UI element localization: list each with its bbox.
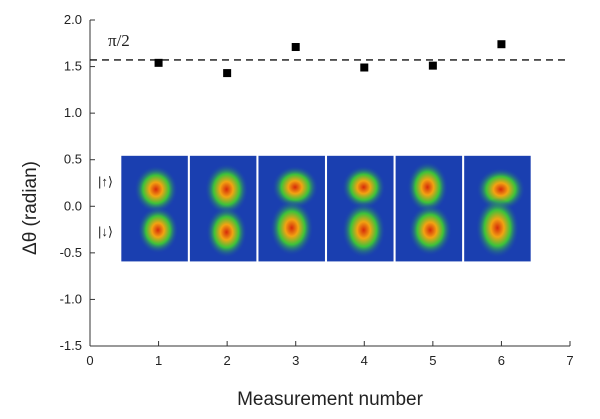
data-points [154,40,506,78]
data-point [428,61,437,70]
x-tick-label: 3 [292,353,299,368]
data-point [497,40,506,49]
inset-panel [119,154,190,263]
x-axis-title: Measurement number [237,389,424,410]
x-tick-label: 5 [429,353,436,368]
spin-up-label: |↑⟩ [98,174,113,189]
x-tick-label: 1 [155,353,162,368]
y-tick-label: 0.5 [64,152,82,167]
x-tick-label: 4 [361,353,368,368]
spin-down-label: |↓⟩ [98,224,113,239]
inset-panels [119,154,533,263]
y-tick-label: -1.0 [60,291,82,306]
x-tick-label: 0 [86,353,93,368]
data-point [154,58,163,67]
y-tick-label: 1.0 [64,105,82,120]
x-tick-label: 7 [566,353,573,368]
y-axis-title: Δθ (radian) [20,161,41,255]
data-point [291,43,300,52]
x-tick-label: 6 [498,353,505,368]
inset-panel [325,154,396,263]
y-tick-label: -0.5 [60,245,82,260]
y-tick-label: 0.0 [64,198,82,213]
inset-panel [256,154,327,263]
data-point [360,63,369,72]
data-point [223,69,232,78]
y-tick-label: -1.5 [60,338,82,353]
inset-panel [188,154,258,263]
x-tick-label: 2 [224,353,231,368]
reference-line-label: π/2 [108,31,130,50]
plot-axes: 2.0 1.5 1.0 0.5 0.0 -0.5 -1.0 -1.5 0 1 2 3 4 5 6 7 [60,12,574,368]
y-tick-label: 2.0 [64,12,82,27]
inset-panel [394,154,464,263]
inset-panel [462,154,533,263]
y-tick-label: 1.5 [64,59,82,74]
axis-labels: Measurement number Δθ (radian) π/2 |↑⟩ |… [20,31,424,410]
